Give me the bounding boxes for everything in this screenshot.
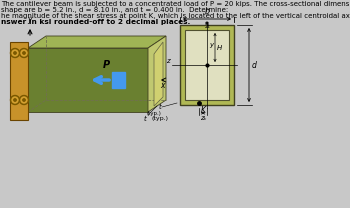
Circle shape [10,48,20,57]
Circle shape [14,99,16,101]
Text: P: P [103,60,110,70]
Text: t: t [144,116,146,122]
Text: y: y [209,42,213,48]
Text: t: t [158,104,161,110]
Text: (typ.): (typ.) [146,110,161,115]
Text: The cantilever beam is subjected to a concentrated load of P = 20 kips. The cros: The cantilever beam is subjected to a co… [1,1,350,7]
Text: shape are b = 5.2 in., d = 8.10 in., and t = 0.400 in.  Determine:: shape are b = 5.2 in., d = 8.10 in., and… [1,7,228,13]
Bar [180,25,234,105]
Text: 2t: 2t [204,24,210,29]
Text: d: d [252,61,257,69]
Bar [185,30,229,100]
Text: (typ.): (typ.) [152,116,169,121]
Circle shape [20,95,28,104]
Polygon shape [112,72,125,88]
Polygon shape [28,36,166,48]
Text: x: x [160,81,164,90]
Polygon shape [148,36,166,112]
Text: b: b [204,7,209,16]
Circle shape [20,48,28,57]
Text: H: H [217,45,222,51]
Text: K: K [201,106,206,115]
Circle shape [12,97,18,103]
Circle shape [21,50,27,56]
Text: he magnitude of the shear stress at point K, which is located to the left of the: he magnitude of the shear stress at poin… [1,13,350,19]
Text: z: z [166,58,170,64]
Text: y: y [27,15,31,24]
Circle shape [23,99,25,101]
Polygon shape [154,42,163,106]
Circle shape [12,50,18,56]
Circle shape [23,52,25,54]
Text: nswer in ksi rounded-off to 2 decimal places.: nswer in ksi rounded-off to 2 decimal pl… [1,19,190,25]
Circle shape [21,97,27,103]
Circle shape [14,52,16,54]
Text: zₖ: zₖ [200,115,206,121]
Polygon shape [28,48,148,112]
Circle shape [10,95,20,104]
Bar [10,42,28,120]
